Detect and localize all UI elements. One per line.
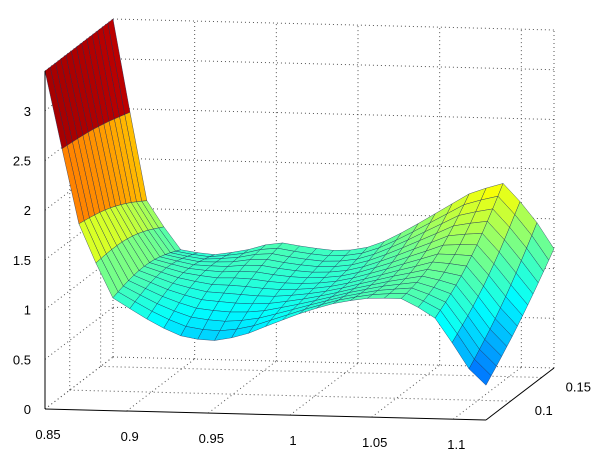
z-tick-label: 1.5 [13,253,31,268]
z-tick-label: 0.5 [13,352,31,367]
axes [44,71,555,421]
base-grid-line [208,360,277,414]
back-wall-grid-line [112,107,555,120]
side-wall-grid-line [44,356,114,410]
box-edge [112,18,555,31]
plot-box-grid [44,18,555,420]
back-wall-grid-line [112,157,555,170]
x-tick-label: 0.9 [121,429,139,444]
x-axis-line [44,408,487,421]
z-tick-label: 3 [24,104,31,119]
x-tick-label: 0.95 [199,431,224,446]
y-tick-label: 0.15 [566,379,591,394]
base-grid-line [100,365,542,378]
x-tick-label: 1.05 [362,435,387,450]
y-axis-tick-labels: 0.1 0.15 [535,379,591,418]
z-axis-tick-labels: 0 0.5 1 1.5 2 2.5 3 [13,104,31,417]
base-grid-line [289,362,359,416]
x-tick-label: 1 [289,433,296,448]
back-wall-grid-line [112,58,555,71]
back-wall-grid-line [112,306,555,319]
base-grid-line [371,364,440,418]
z-tick-label: 2.5 [13,153,31,168]
side-wall-grid-line [44,306,114,360]
y-tick-label: 0.1 [535,403,553,418]
x-tick-label: 0.85 [35,427,60,442]
surface-mesh [44,18,555,386]
base-grid-line [126,358,195,412]
z-tick-label: 2 [24,203,31,218]
surface-face [468,358,492,386]
back-wall-grid-line [112,207,555,220]
y-axis-line [485,367,555,421]
z-tick-label: 0 [24,402,31,417]
base-grid-line [69,389,511,402]
x-tick-label: 1.1 [447,437,465,452]
back-wall-grid-line [112,356,555,369]
x-axis-tick-labels: 0.85 0.9 0.95 1 1.05 1.1 [35,427,465,452]
z-tick-label: 1 [24,303,31,318]
